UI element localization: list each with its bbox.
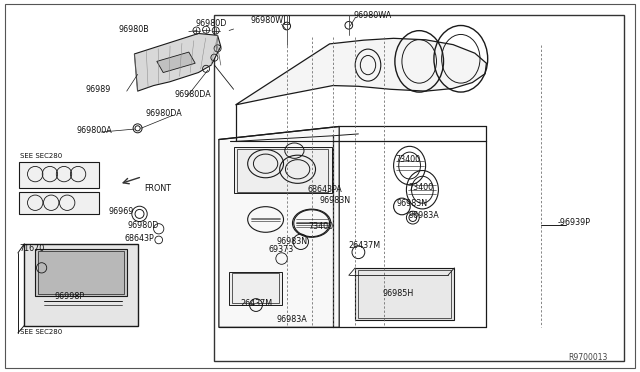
Bar — [284, 15, 289, 24]
Text: 96998P: 96998P — [54, 292, 84, 301]
Text: 969800A: 969800A — [77, 126, 113, 135]
Text: 96983N: 96983N — [320, 196, 351, 205]
Polygon shape — [157, 52, 195, 73]
Text: 26437M: 26437M — [240, 299, 272, 308]
Bar — [232, 273, 279, 303]
Text: 96983A: 96983A — [276, 315, 307, 324]
Text: 96980W: 96980W — [251, 16, 284, 25]
Polygon shape — [134, 33, 221, 91]
Text: SEE SEC280: SEE SEC280 — [20, 153, 63, 159]
Text: 73400: 73400 — [396, 155, 420, 164]
Bar — [24, 244, 138, 326]
Text: 96980D: 96980D — [128, 221, 159, 230]
Text: FRONT: FRONT — [145, 185, 172, 193]
Text: 71670: 71670 — [19, 244, 44, 253]
Text: 96980DA: 96980DA — [174, 90, 211, 99]
Text: 96983N: 96983N — [276, 237, 308, 246]
Text: 96989: 96989 — [85, 85, 111, 94]
Bar — [214, 15, 624, 361]
Polygon shape — [219, 126, 339, 327]
Text: 96983N: 96983N — [397, 199, 428, 208]
Text: 96980D: 96980D — [195, 19, 227, 28]
Bar — [358, 270, 451, 318]
Text: 96980DA: 96980DA — [146, 109, 182, 118]
Text: 68643PA: 68643PA — [307, 185, 342, 194]
Text: 96985H: 96985H — [383, 289, 414, 298]
Bar — [234, 147, 332, 193]
Bar — [355, 268, 454, 320]
Polygon shape — [236, 38, 486, 105]
Bar — [237, 149, 328, 192]
Bar — [229, 272, 282, 305]
Text: 96980WA: 96980WA — [354, 11, 392, 20]
Text: 26437M: 26437M — [349, 241, 381, 250]
Text: R9700013: R9700013 — [568, 353, 608, 362]
Bar — [19, 162, 99, 188]
Text: 96980B: 96980B — [118, 25, 149, 33]
Text: 96969: 96969 — [109, 207, 134, 216]
Text: SEE SEC280: SEE SEC280 — [20, 329, 63, 335]
Text: 69373: 69373 — [269, 246, 294, 254]
Text: 68643P: 68643P — [125, 234, 154, 243]
Bar — [38, 251, 124, 294]
Text: 96983A: 96983A — [408, 211, 439, 219]
Text: 73400: 73400 — [408, 183, 433, 192]
Bar — [35, 249, 127, 296]
Text: 73400: 73400 — [308, 222, 333, 231]
Bar — [19, 192, 99, 214]
Text: -96939P: -96939P — [558, 218, 591, 227]
